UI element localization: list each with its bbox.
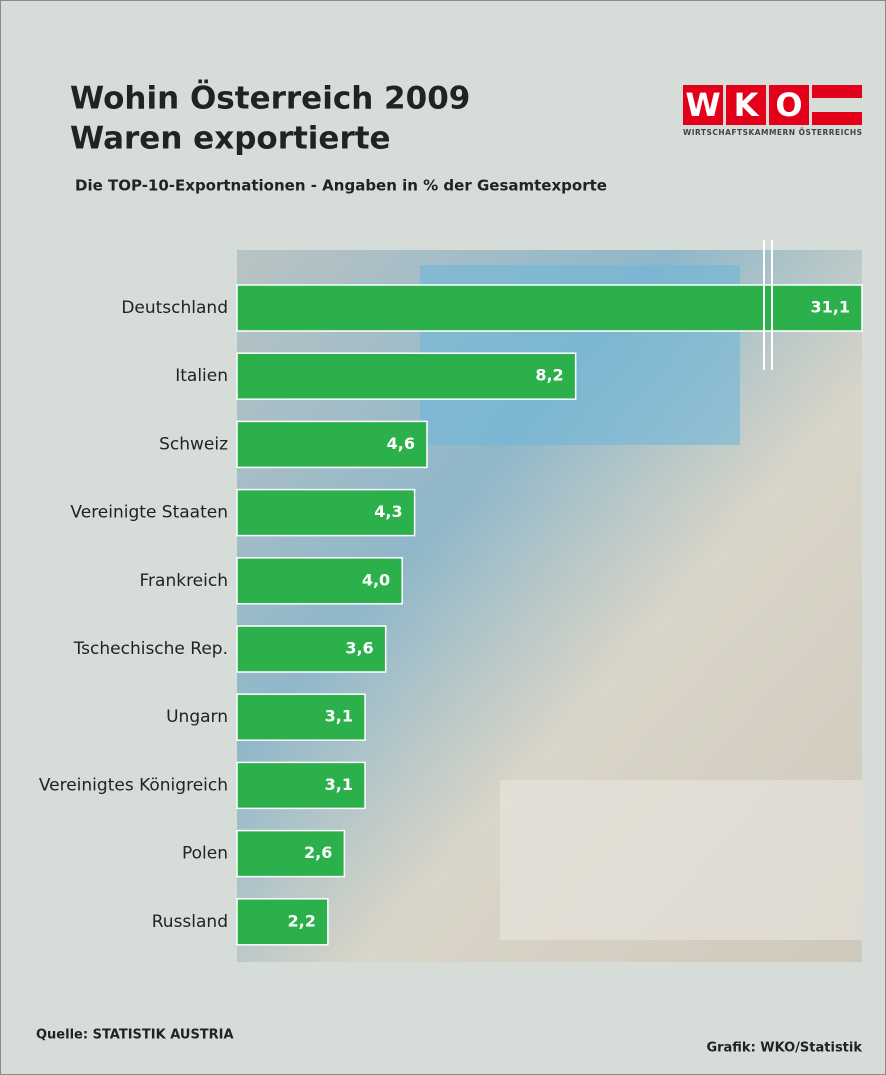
logo: W K O WIRTSCHAFTSKAMMERN ÖSTERREICHS — [683, 85, 862, 137]
logo-flag — [812, 85, 862, 98]
logo-letter: W — [685, 86, 720, 124]
value-label: 4,0 — [362, 570, 390, 589]
bar — [236, 284, 863, 332]
value-label: 2,6 — [304, 843, 332, 862]
logo-box — [683, 85, 723, 125]
value-label: 3,1 — [325, 707, 353, 726]
bar — [236, 557, 403, 605]
chart-subtitle: Die TOP-10-Exportnationen - Angaben in %… — [75, 177, 607, 195]
logo-box — [769, 85, 809, 125]
source-note: Quelle: STATISTIK AUSTRIA — [36, 1028, 234, 1043]
y-tick-label: Tschechische Rep. — [73, 639, 228, 659]
value-label: 3,1 — [325, 775, 353, 794]
logo-text: WIRTSCHAFTSKAMMERN ÖSTERREICHS — [683, 128, 862, 137]
y-tick-label: Polen — [182, 844, 228, 864]
value-label: 2,2 — [288, 911, 316, 930]
value-label: 4,3 — [374, 502, 402, 521]
logo-letter: O — [775, 86, 802, 124]
value-label: 3,6 — [345, 639, 373, 658]
y-tick-label: Frankreich — [140, 571, 229, 591]
bar — [236, 625, 387, 673]
photo-keyboard — [500, 780, 862, 940]
credit-note: Grafik: WKO/Statistik — [706, 1041, 862, 1056]
bar — [236, 420, 428, 469]
bar — [236, 693, 366, 741]
y-tick-label: Deutschland — [121, 298, 228, 318]
logo-box — [726, 85, 766, 125]
y-tick-label: Vereinigtes Königreich — [39, 775, 228, 795]
value-label: 4,6 — [387, 434, 415, 453]
chart-title: Waren exportierte — [70, 121, 391, 157]
value-label: 8,2 — [535, 366, 563, 385]
y-tick-label: Russland — [152, 912, 228, 932]
bar — [236, 829, 346, 878]
bar — [236, 761, 366, 810]
y-tick-label: Ungarn — [166, 707, 228, 727]
bar — [236, 898, 329, 946]
y-tick-label: Italien — [175, 366, 228, 386]
chart-title: Wohin Österreich 2009 — [70, 80, 470, 117]
value-label: 31,1 — [811, 298, 850, 317]
bar — [236, 352, 577, 400]
logo-flag — [812, 112, 862, 125]
y-tick-label: Schweiz — [159, 434, 228, 454]
y-tick-label: Vereinigte Staaten — [70, 503, 228, 523]
logo-letter: K — [734, 86, 760, 124]
bar — [236, 488, 416, 537]
